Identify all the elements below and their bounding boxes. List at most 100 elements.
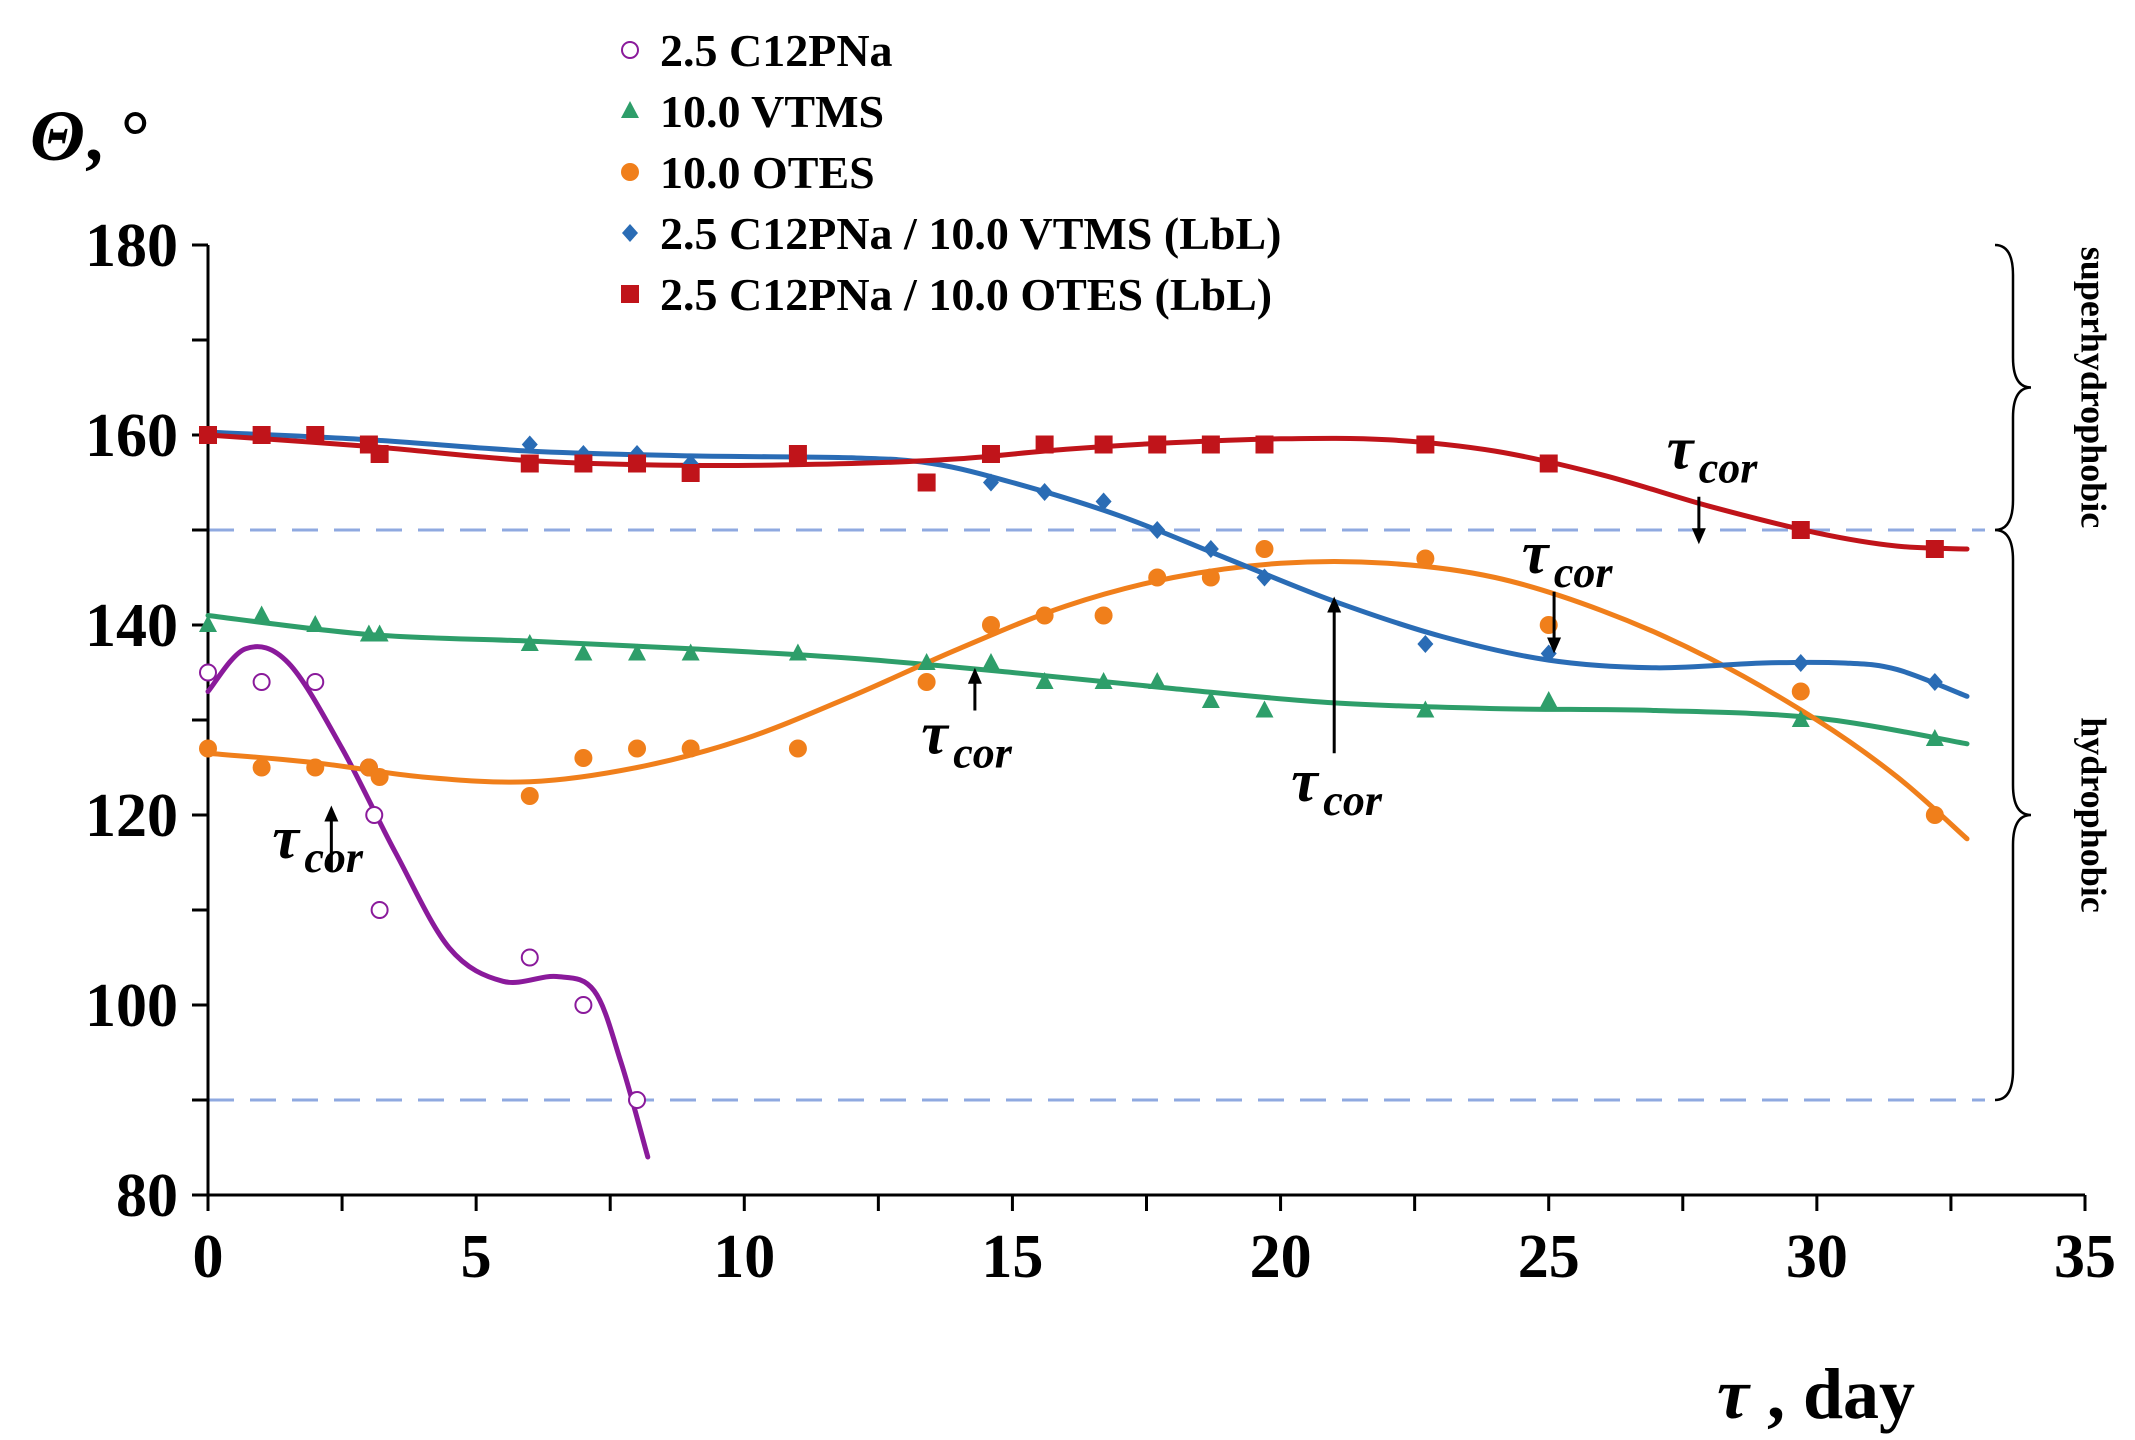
data-point-series-2 <box>1148 568 1167 587</box>
data-point-series-2 <box>306 758 325 777</box>
legend-marker-1 <box>621 101 639 118</box>
data-point-series-4 <box>917 473 936 492</box>
data-point-series-1 <box>252 605 271 623</box>
data-point-series-4 <box>681 464 700 482</box>
data-point-series-4 <box>788 445 807 463</box>
tau-cor-arrow-head <box>967 667 982 684</box>
data-point-series-2 <box>252 758 271 777</box>
data-point-series-2 <box>199 739 217 758</box>
legend-label-3: 2.5 C12PNa / 10.0 VTMS (LbL) <box>660 208 1281 259</box>
data-point-series-0 <box>628 1091 647 1109</box>
data-point-series-2 <box>1791 682 1810 701</box>
fit-curve-series-0 <box>205 644 651 1160</box>
legend-label-0: 2.5 C12PNa <box>660 25 893 76</box>
axes: 80 100 120 140 160 180 0 5 10 15 20 25 30 35 <box>85 212 2116 1291</box>
data-point-series-1 <box>520 634 539 651</box>
region-label-superhydrophobic: superhydrophobic <box>2074 247 2114 528</box>
tau-cor-arrow-head <box>1327 596 1342 613</box>
data-point-series-2 <box>981 616 1000 634</box>
tau-cor-arrow-head <box>1691 528 1706 545</box>
region-label-hydrophobic: hydrophobic <box>2074 717 2114 912</box>
x-tick-label: 5 <box>461 1223 492 1291</box>
data-point-series-1 <box>1201 691 1220 708</box>
data-point-series-3 <box>1792 654 1809 672</box>
data-point-series-3 <box>521 435 538 454</box>
data-point-series-4 <box>1035 435 1054 454</box>
y-tick-label: 120 <box>85 782 178 850</box>
data-point-series-3 <box>1149 521 1166 539</box>
data-point-series-2 <box>370 768 389 786</box>
data-point-series-3 <box>1036 483 1053 501</box>
tau-cor-label: τ <box>1667 415 1696 481</box>
data-point-series-4 <box>1255 435 1274 454</box>
data-point-series-1 <box>788 643 807 661</box>
x-tick-label: 10 <box>713 1223 775 1291</box>
legend-marker-4 <box>621 285 639 303</box>
x-tick-label: 30 <box>1786 1223 1848 1291</box>
data-point-series-2 <box>520 787 539 805</box>
data-point-series-3 <box>1417 635 1434 653</box>
data-point-series-4 <box>1925 540 1944 558</box>
data-point-series-2 <box>1035 606 1054 625</box>
data-point-series-1 <box>306 615 325 632</box>
data-point-series-2 <box>1094 606 1113 625</box>
tau-cor-subscript: cor <box>1554 548 1614 597</box>
data-point-series-4 <box>574 454 593 473</box>
data-point-series-3 <box>1095 492 1112 511</box>
data-point-series-3 <box>982 473 999 492</box>
tau-cor-subscript: cor <box>1323 776 1383 825</box>
data-point-series-4 <box>520 454 539 473</box>
x-axis-title: τ , day <box>1717 1354 1915 1434</box>
data-point-series-1 <box>628 643 647 661</box>
x-tick-label: 0 <box>193 1223 224 1291</box>
data-point-series-4 <box>252 426 271 444</box>
data-point-series-1 <box>1416 700 1435 718</box>
fit-curve-series-1 <box>205 613 1970 747</box>
data-point-series-3 <box>1926 673 1943 691</box>
tau-cor-subscript: cor <box>304 833 364 882</box>
data-point-series-4 <box>1148 435 1167 454</box>
data-point-series-3 <box>1202 540 1219 558</box>
legend-label-2: 10.0 OTES <box>660 147 875 198</box>
data-point-series-4 <box>1416 435 1435 454</box>
tau-cor-label: τ <box>272 805 301 871</box>
x-tick-label: 35 <box>2054 1223 2116 1291</box>
data-point-series-2 <box>788 739 807 758</box>
x-tick-label: 25 <box>1518 1223 1580 1291</box>
data-point-series-0 <box>199 663 217 682</box>
data-point-series-2 <box>1416 549 1435 568</box>
data-point-series-4 <box>370 445 389 463</box>
data-point-series-2 <box>1255 540 1274 558</box>
data-point-series-0 <box>370 901 389 919</box>
data-point-series-1 <box>1925 729 1944 746</box>
y-tick-label: 180 <box>85 212 178 280</box>
tau-cor-arrow-head <box>324 805 339 822</box>
data-point-series-4 <box>1201 435 1220 454</box>
data-point-series-1 <box>1035 672 1054 689</box>
x-tick-label: 20 <box>1250 1223 1312 1291</box>
data-point-series-1 <box>1791 710 1810 727</box>
data-point-series-0 <box>306 673 325 691</box>
tau-cor-label: τ <box>1291 748 1320 814</box>
region-brace-1 <box>1994 528 2032 1102</box>
data-point-series-1 <box>1539 691 1558 708</box>
x-tick-label: 15 <box>981 1223 1043 1291</box>
data-point-series-1 <box>370 624 389 642</box>
data-point-series-4 <box>1791 521 1810 539</box>
data-point-series-1 <box>1255 700 1274 718</box>
data-point-series-4 <box>199 426 217 444</box>
data-point-series-4 <box>1539 454 1558 473</box>
tau-cor-arrow-head <box>1547 637 1562 654</box>
y-tick-label: 140 <box>85 592 178 660</box>
legend: 2.5 C12PNa 10.0 VTMS 10.0 OTES 2.5 C12PNa /… <box>621 25 1281 320</box>
data-point-series-2 <box>574 749 593 767</box>
tau-cor-label: τ <box>921 700 950 766</box>
data-point-series-0 <box>365 806 384 824</box>
fit-curve-series-4 <box>205 432 1970 552</box>
legend-marker-3 <box>622 224 638 242</box>
data-point-series-2 <box>1925 806 1944 824</box>
data-point-series-1 <box>917 653 936 670</box>
data-point-series-2 <box>1201 568 1220 587</box>
data-point-series-1 <box>1148 672 1167 689</box>
